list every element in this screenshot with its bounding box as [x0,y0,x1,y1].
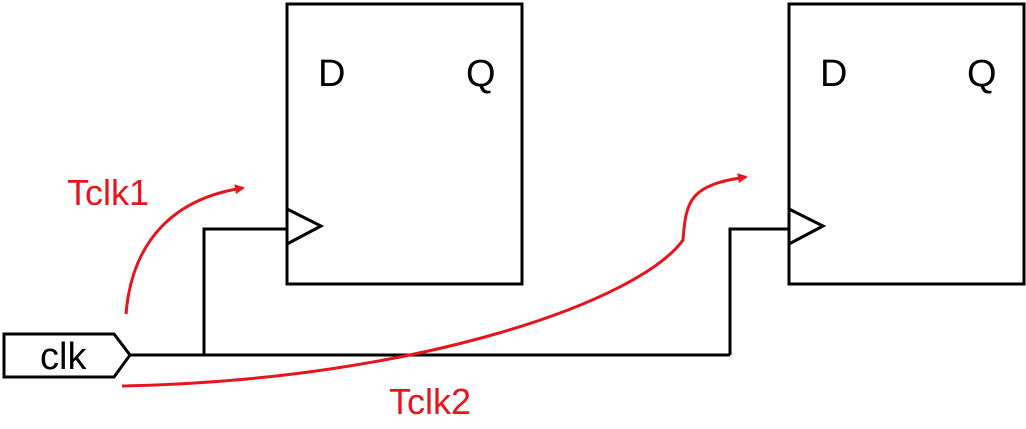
clock-port-label: clk [40,336,87,378]
clock-branch-wire-2 [728,227,790,355]
clock-branch-wire-1 [202,227,287,355]
timing-path-2-label: Tclk2 [389,381,471,422]
timing-path-2-arrow [121,173,748,388]
flip-flop-2-d-label: D [820,53,847,95]
clock-port: clk [2,332,132,379]
flip-flop-1-clock-input-icon [286,207,325,246]
flip-flop-2-clock-input-icon [788,207,827,246]
flip-flop-2: D Q [787,2,1026,286]
flip-flop-1-body [285,2,524,286]
flip-flop-2-body [787,2,1026,286]
timing-path-2: Tclk2 [121,173,748,422]
flip-flop-1: D Q [285,2,524,286]
timing-path-1-arrow [124,184,245,315]
timing-path-1-label: Tclk1 [67,172,149,213]
flip-flop-1-q-label: Q [466,53,496,95]
clock-port-shape [2,332,132,379]
timing-path-1: Tclk1 [67,172,245,315]
flip-flop-1-d-label: D [318,53,345,95]
flip-flop-2-q-label: Q [967,53,997,95]
